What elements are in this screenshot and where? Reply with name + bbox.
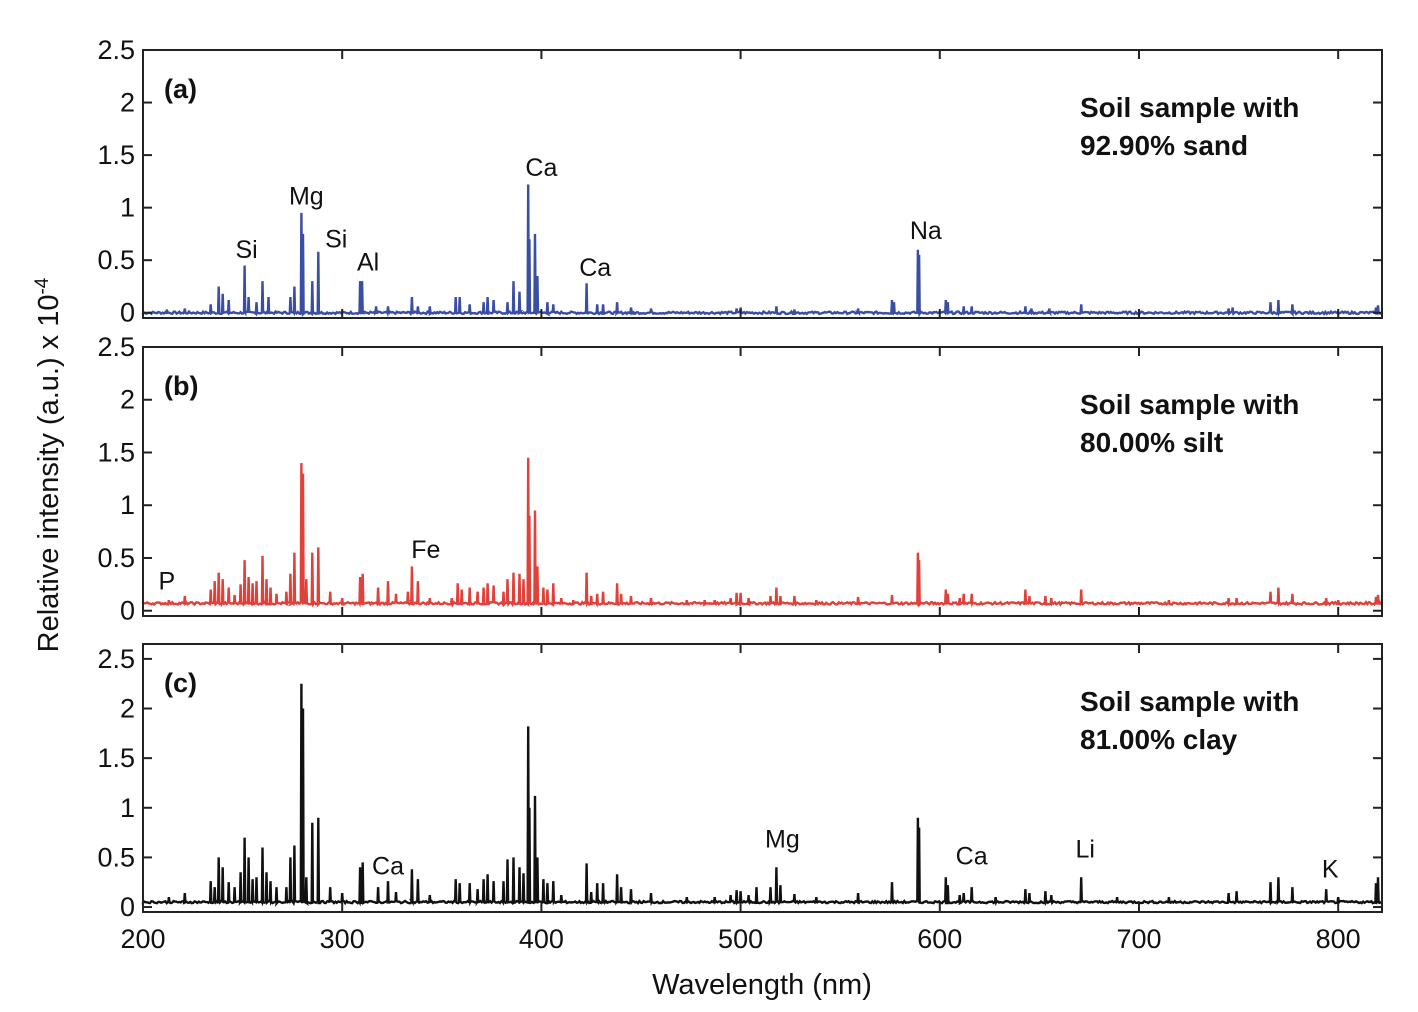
panel-tag: (b) — [164, 371, 198, 401]
y-tick-label: 0 — [120, 298, 135, 328]
sample-description: 80.00% silt — [1080, 427, 1223, 458]
peak-label: Ca — [579, 254, 611, 282]
peak-label: P — [159, 568, 176, 596]
spectra-panels: 0 0.5 1 1.5 2 2.5 (a) Soil sample with 92.90% sa… — [97, 35, 1383, 954]
plot-frame — [142, 346, 1383, 617]
spectrum-line — [141, 184, 1382, 318]
y-tick-label: 0 — [120, 596, 135, 626]
spectrum-line — [141, 457, 1383, 608]
x-tick-label: 300 — [320, 924, 365, 954]
x-axis-title: Wavelength (nm) — [652, 969, 872, 1001]
panel-b: 0 0.5 1 1.5 2 2.5 (b) Soil sample with 80.00% si… — [97, 332, 1383, 626]
x-tick-label: 600 — [917, 924, 962, 954]
y-tick-label: 1 — [120, 793, 135, 823]
peak-label: K — [1322, 855, 1339, 883]
y-tick-label: 1.5 — [97, 437, 135, 467]
plot-frame — [142, 49, 1383, 319]
y-tick-label: 2.5 — [97, 35, 135, 65]
peak-label: Ca — [525, 154, 557, 182]
y-tick-label: 2 — [120, 385, 135, 415]
y-axis-title: Relative intensity (a.u.) x 10-4 — [32, 277, 66, 652]
plot-frame — [142, 643, 1383, 913]
peak-label: Li — [1075, 835, 1094, 863]
peak-label: Ca — [372, 852, 404, 880]
peak-label: Si — [325, 226, 347, 254]
y-tick-label: 0.5 — [97, 245, 135, 275]
spectrum-line — [141, 683, 1382, 908]
y-tick-label: 1 — [120, 193, 135, 223]
sample-description: 81.00% clay — [1080, 724, 1238, 755]
x-tick-label: 500 — [718, 924, 763, 954]
x-tick-label: 400 — [519, 924, 564, 954]
peak-label: Ca — [956, 842, 988, 870]
peak-label: Al — [357, 249, 379, 277]
y-tick-label: 2 — [120, 88, 135, 118]
sample-description: Soil sample with — [1080, 92, 1299, 123]
sample-description: 92.90% sand — [1080, 130, 1248, 161]
y-tick-label: 1.5 — [97, 743, 135, 773]
sample-description: Soil sample with — [1080, 686, 1299, 717]
y-tick-label: 0 — [120, 892, 135, 922]
x-tick-label: 200 — [120, 924, 165, 954]
panel-a: 0 0.5 1 1.5 2 2.5 (a) Soil sample with 92.90% sa… — [97, 35, 1383, 328]
sample-description: Soil sample with — [1080, 389, 1299, 420]
y-tick-label: 2.5 — [97, 644, 135, 674]
peak-label: Mg — [765, 825, 800, 853]
x-tick-label: 800 — [1316, 924, 1361, 954]
y-tick-label: 0.5 — [97, 543, 135, 573]
peak-label: Na — [910, 217, 942, 245]
panel-c: 0 0.5 1 1.5 2 2.5 200 300 400 500 600 700 800 (c) Soil… — [97, 643, 1383, 954]
peak-label: Si — [235, 236, 257, 264]
panel-tag: (a) — [164, 74, 197, 104]
y-tick-label: 1 — [120, 490, 135, 520]
peak-label: Mg — [289, 182, 324, 210]
y-tick-label: 2 — [120, 694, 135, 724]
panel-tag: (c) — [164, 668, 197, 698]
y-tick-label: 1.5 — [97, 140, 135, 170]
y-axis-exponent: -4 — [32, 277, 53, 294]
y-tick-label: 0.5 — [97, 842, 135, 872]
peak-label: Fe — [411, 536, 440, 564]
y-tick-label: 2.5 — [97, 332, 135, 362]
x-tick-label: 700 — [1116, 924, 1161, 954]
